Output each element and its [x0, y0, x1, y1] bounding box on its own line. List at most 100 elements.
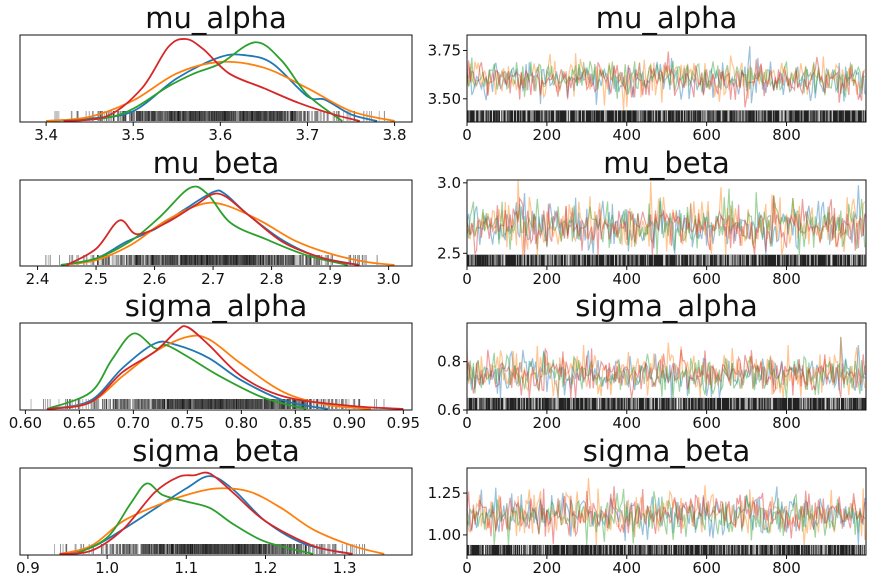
x-tick-label: 2.5 — [84, 270, 108, 288]
x-tick-label: 3.5 — [121, 126, 145, 144]
density-curve — [66, 192, 360, 266]
x-tick-label: 2.7 — [201, 270, 225, 288]
y-tick-label: 3.75 — [428, 41, 461, 59]
panel-mu_beta-density: mu_beta 2.4 2.5 2.6 2.7 2.8 2.9 3.0 — [19, 146, 413, 288]
x-tick-label: 0 — [462, 559, 472, 577]
x-tick-label: 2.8 — [260, 270, 284, 288]
trace-line — [466, 57, 866, 99]
x-tick-label: 400 — [612, 559, 641, 577]
panel-sigma_beta-density: sigma_beta 0.9 1.0 1.1 1.2 1.3 — [16, 434, 413, 577]
y-tick-label: 0.8 — [437, 353, 461, 371]
x-tick-label: 1.3 — [333, 559, 357, 577]
x-tick-label: 0.85 — [279, 414, 312, 432]
trace-line — [466, 53, 866, 111]
x-tick-label: 0.60 — [9, 414, 42, 432]
panel-title: sigma_alpha — [575, 289, 757, 323]
x-tick-label: 200 — [533, 414, 562, 432]
density-curve — [60, 189, 360, 266]
x-tick-label: 800 — [772, 270, 801, 288]
x-tick-label: 2.9 — [318, 270, 342, 288]
density-curve — [59, 475, 353, 555]
density-curve — [59, 471, 353, 555]
x-tick-label: 0 — [462, 414, 472, 432]
plot-frame — [19, 322, 413, 411]
y-tick-label: 0.6 — [437, 401, 461, 419]
x-tick-label: 0.95 — [387, 414, 420, 432]
density-curve — [46, 325, 404, 410]
x-tick-label: 3.8 — [383, 126, 407, 144]
y-tick-label: 2.5 — [437, 244, 461, 262]
density-curve — [60, 201, 395, 266]
panel-mu_alpha-trace: mu_alpha 3.50 3.75 0 200 400 600 800 — [428, 1, 867, 144]
plot-frame — [466, 34, 867, 123]
rug-band — [467, 254, 867, 266]
panel-title: mu_beta — [153, 146, 280, 180]
x-tick-label: 600 — [692, 414, 721, 432]
x-tick-label: 0.90 — [333, 414, 366, 432]
x-tick-label: 0.80 — [225, 414, 258, 432]
rug-marks — [45, 255, 378, 265]
x-tick-label: 1.0 — [95, 559, 119, 577]
trace-line — [466, 347, 866, 398]
trace-line — [466, 336, 866, 398]
trace-line — [466, 337, 866, 398]
rug-band — [467, 544, 866, 555]
x-tick-label: 0.75 — [171, 414, 204, 432]
density-curve — [60, 185, 348, 266]
x-tick-label: 400 — [612, 270, 641, 288]
x-tick-label: 1.2 — [254, 559, 278, 577]
plot-frame — [466, 179, 867, 267]
rug-band — [467, 110, 866, 122]
x-tick-label: 600 — [692, 270, 721, 288]
x-tick-label: 800 — [772, 414, 801, 432]
panel-mu_alpha-density: mu_alpha 3.4 3.5 3.6 3.7 3.8 — [19, 1, 413, 144]
panel-sigma_alpha-density: sigma_alpha 0.60 0.65 0.70 0.75 0.80 0.85 0.90 0… — [9, 289, 420, 432]
x-tick-label: 200 — [533, 126, 562, 144]
panel-sigma_beta-trace: sigma_beta 1.00 1.25 0 200 400 600 800 — [428, 434, 867, 577]
plot-frame — [19, 467, 413, 556]
x-tick-label: 600 — [692, 559, 721, 577]
panel-sigma_alpha-trace: sigma_alpha 0.6 0.8 0 200 400 600 800 — [437, 289, 867, 432]
x-tick-label: 800 — [772, 559, 801, 577]
panel-title: mu_alpha — [596, 1, 738, 35]
trace-line — [466, 195, 866, 255]
x-tick-label: 0.70 — [117, 414, 150, 432]
y-tick-label: 1.25 — [428, 484, 461, 502]
trace-line — [466, 185, 866, 255]
density-curve — [46, 340, 328, 410]
trace-line — [466, 477, 866, 546]
density-curve — [63, 41, 343, 122]
trace-line — [466, 352, 866, 398]
y-tick-label: 1.00 — [428, 526, 461, 544]
x-tick-label: 3.0 — [377, 270, 401, 288]
rug-marks — [30, 399, 385, 409]
trace-line — [466, 51, 865, 108]
x-tick-label: 600 — [692, 126, 721, 144]
x-tick-label: 800 — [772, 126, 801, 144]
trace-line — [466, 46, 866, 105]
x-tick-label: 3.7 — [296, 126, 320, 144]
panel-title: mu_alpha — [145, 1, 287, 35]
density-curve — [59, 487, 385, 555]
x-tick-label: 0 — [462, 270, 472, 288]
rug-band-bg — [467, 397, 866, 410]
x-tick-label: 3.4 — [34, 126, 58, 144]
plot-frame — [19, 34, 413, 123]
x-tick-label: 1.1 — [174, 559, 198, 577]
trace-line — [466, 488, 866, 546]
panel-title: sigma_beta — [583, 434, 751, 468]
x-tick-label: 2.6 — [143, 270, 167, 288]
plot-frame — [466, 467, 867, 556]
x-tick-label: 200 — [533, 559, 562, 577]
x-tick-label: 0 — [462, 126, 472, 144]
y-tick-label: 3.0 — [437, 174, 461, 192]
trace-line — [466, 486, 866, 544]
x-tick-label: 3.6 — [208, 126, 232, 144]
panel-title: sigma_beta — [132, 434, 300, 468]
trace-line — [466, 188, 866, 255]
panel-mu_beta-trace: mu_beta 2.5 3.0 0 200 400 600 800 — [437, 146, 867, 288]
x-tick-label: 2.4 — [26, 270, 50, 288]
panel-title: sigma_alpha — [125, 289, 307, 323]
trace-line — [466, 486, 866, 546]
plot-frame — [19, 179, 413, 267]
